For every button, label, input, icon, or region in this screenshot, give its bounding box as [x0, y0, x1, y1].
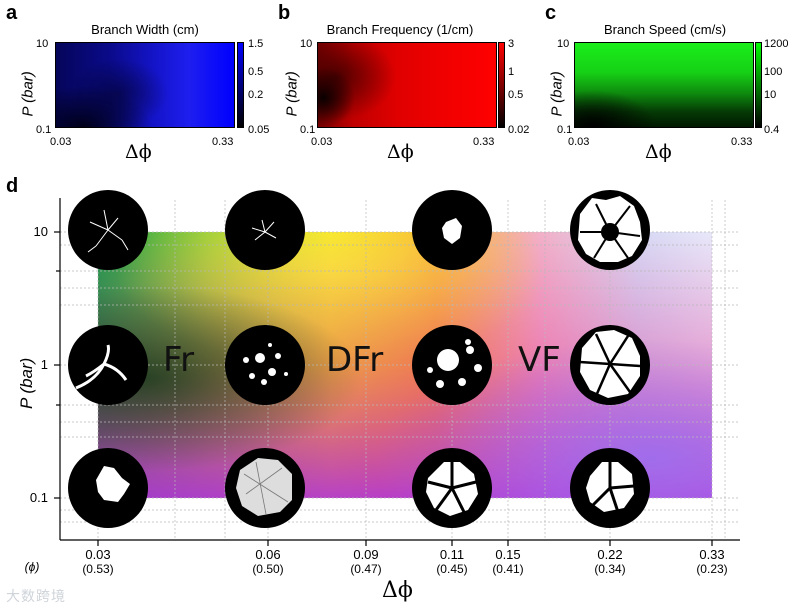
main-xsub-1: (0.50): [252, 562, 284, 576]
regime-label-fr: Fr: [163, 340, 195, 380]
panel-a-ytick-top: 10: [36, 38, 49, 50]
main-axes: [54, 198, 740, 546]
panel-b-cbar-tick-3: 0.5: [508, 89, 524, 101]
main-xtick-3: 0.11: [439, 547, 465, 562]
panel-a-title: Branch Width (cm): [91, 22, 199, 37]
main-xtick-0: 0.03: [85, 547, 111, 562]
panel-a-cbar-tick-1: 1.5: [248, 38, 264, 50]
panel-c-cbar-tick-3: 10: [764, 89, 777, 101]
panel-c-cbar-tick-2: 100: [764, 66, 783, 78]
pattern-disc-1-006: [225, 325, 305, 405]
watermark: 大数跨境: [6, 588, 66, 604]
pattern-disc-1-003: [68, 325, 148, 405]
main-xsub-2: (0.47): [350, 562, 382, 576]
main-xtick-2: 0.09: [353, 547, 379, 562]
panel-c-colorbar: [755, 42, 762, 128]
pattern-disc-01-022: [570, 448, 650, 528]
panel-c-xtick-right: 0.33: [731, 136, 753, 148]
panel-b-cbar-tick-4: 0.02: [508, 124, 530, 136]
pattern-disc-01-003: [68, 448, 148, 528]
main-xtick-6: 0.33: [699, 547, 725, 562]
regime-label-dfr: DFr: [326, 340, 384, 380]
main-ytick-1: 1: [40, 357, 48, 372]
main-xsub-0: (0.53): [82, 562, 114, 576]
pattern-disc-10-022: [570, 190, 650, 270]
panel-c-ytick-bottom: 0.1: [557, 124, 573, 136]
panel-c-ytick-top: 10: [557, 38, 570, 50]
panel-a-cbar-tick-4: 0.05: [248, 124, 270, 136]
panel-c-cbar-tick-4: 0.4: [764, 124, 780, 136]
panel-letter-b: b: [278, 2, 291, 24]
main-ytick-01: 0.1: [29, 490, 48, 505]
panel-b-heatmap: [317, 42, 497, 128]
regime-label-vf: VF: [518, 340, 561, 380]
main-ytick-10: 10: [33, 224, 48, 239]
panel-c-xlabel: Δϕ: [645, 141, 672, 163]
panel-b-xtick-right: 0.33: [473, 136, 495, 148]
panel-a-xtick-right: 0.33: [212, 136, 234, 148]
main-xtick-4: 0.15: [495, 547, 521, 562]
main-xtick-1: 0.06: [255, 547, 281, 562]
panel-letter-d: d: [6, 175, 19, 197]
panel-b-cbar-tick-2: 1: [508, 66, 515, 78]
main-xsub-4: (0.41): [492, 562, 524, 576]
pattern-disc-1-011: [412, 325, 492, 405]
panel-b-colorbar: [498, 42, 505, 128]
panel-a-colorbar: [237, 42, 244, 128]
pattern-disc-1-022: [570, 325, 650, 405]
panel-a-ytick-bottom: 0.1: [36, 124, 52, 136]
pattern-disc-10-011: [412, 190, 492, 270]
main-xsub-5: (0.34): [594, 562, 626, 576]
panel-a-heatmap: [55, 42, 235, 128]
pattern-disc-01-011: [412, 448, 492, 528]
panel-c-title: Branch Speed (cm/s): [603, 22, 727, 37]
panel-b-cbar-tick-1: 3: [508, 38, 515, 50]
panel-a-cbar-tick-2: 0.5: [248, 66, 264, 78]
panel-b-xtick-left: 0.03: [311, 136, 333, 148]
panel-a-cbar-tick-3: 0.2: [248, 89, 264, 101]
panel-letter-c: c: [545, 2, 557, 24]
panel-b-ytick-top: 10: [300, 38, 313, 50]
panel-b-xlabel: Δϕ: [387, 141, 414, 163]
panel-b-ytick-bottom: 0.1: [300, 124, 316, 136]
panel-c-heatmap: [574, 42, 754, 128]
phi-label: (ϕ): [24, 560, 40, 574]
panel-c-cbar-tick-1: 1200: [764, 38, 789, 50]
main-xsub-3: (0.45): [436, 562, 468, 576]
main-xtick-5: 0.22: [597, 547, 623, 562]
panel-letter-a: a: [6, 2, 18, 24]
panel-a-xtick-left: 0.03: [50, 136, 72, 148]
pattern-disc-01-006: [225, 448, 305, 528]
main-xlabel: Δϕ: [382, 578, 413, 603]
main-xsub-6: (0.23): [696, 562, 728, 576]
panel-c-xtick-left: 0.03: [568, 136, 590, 148]
panel-a-xlabel: Δϕ: [125, 141, 152, 163]
panel-b-title: Branch Frequency (1/cm): [326, 22, 474, 37]
pattern-disc-10-003: [68, 190, 148, 270]
pattern-disc-10-006: [225, 190, 305, 270]
